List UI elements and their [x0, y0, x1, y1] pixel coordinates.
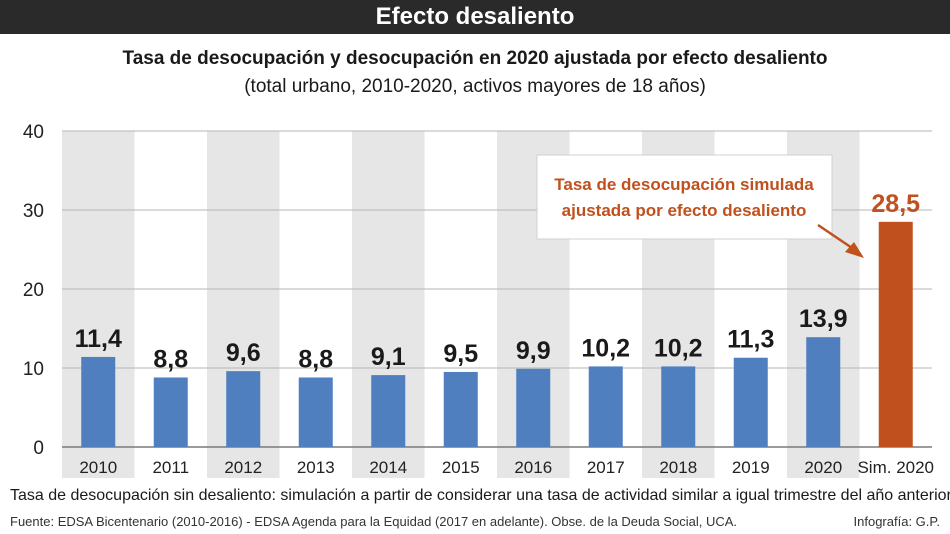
bar: [371, 375, 406, 447]
value-label: 9,6: [226, 339, 261, 367]
annotation-arrow-line: [817, 223, 856, 252]
x-tick-label: 2018: [659, 458, 697, 477]
bar-chart: 0 10 20 30 40 11,4 8,8 9,6 8,8 9,1 9,5 9,9 10,2 10,2…: [23, 122, 934, 478]
x-tick-label: Sim. 2020: [857, 458, 934, 477]
annotation-box: [536, 154, 833, 240]
annotation-line-2: ajustada por efecto desaliento: [562, 201, 807, 220]
x-tick-label: 2017: [587, 458, 625, 477]
y-tick-label: 0: [33, 438, 44, 459]
value-label: 10,2: [654, 334, 703, 362]
bar: [226, 371, 261, 447]
bar-highlight: [878, 221, 913, 447]
x-tick-label: 2019: [732, 458, 770, 477]
y-axis-ticks: 0 10 20 30 40: [23, 122, 44, 459]
annotation-line-1: Tasa de desocupación simulada: [554, 175, 814, 194]
x-tick-label: 2011: [152, 458, 189, 477]
chart-subtitle: (total urbano, 2010-2020, activos mayore…: [244, 76, 706, 97]
x-tick-label: 2020: [804, 458, 842, 477]
bar: [733, 357, 768, 447]
value-label: 11,4: [75, 325, 122, 353]
value-label: 11,3: [727, 326, 774, 354]
y-tick-label: 30: [23, 201, 44, 222]
chart-title: Tasa de desocupación y desocupación en 2…: [122, 48, 828, 69]
value-label: 28,5: [871, 190, 920, 218]
bar: [443, 371, 478, 447]
value-label: 8,8: [298, 345, 333, 373]
x-tick-label: 2014: [369, 458, 407, 477]
value-label: 9,9: [516, 337, 551, 365]
bar: [661, 366, 696, 447]
value-labels: 11,4 8,8 9,6 8,8 9,1 9,5 9,9 10,2 10,2 11,3 13,9 28…: [75, 190, 921, 374]
credit-text: Infografía: G.P.: [853, 514, 940, 529]
value-label: 8,8: [153, 345, 188, 373]
source-text: Fuente: EDSA Bicentenario (2010-2016) - …: [10, 514, 738, 529]
value-label: 10,2: [581, 334, 630, 362]
y-tick-label: 40: [23, 122, 44, 143]
bar: [153, 377, 188, 447]
annotation: Tasa de desocupación simulada ajustada p…: [536, 154, 864, 258]
value-label: 9,5: [443, 340, 478, 368]
footnote: Tasa de desocupación sin desaliento: sim…: [10, 487, 950, 504]
bars: [81, 221, 913, 447]
x-tick-label: 2013: [297, 458, 335, 477]
bar: [81, 356, 116, 447]
bar: [298, 377, 333, 447]
header-bar: [0, 0, 950, 34]
annotation-arrowhead: [845, 242, 864, 258]
x-tick-label: 2012: [224, 458, 262, 477]
page-title: Efecto desaliento: [375, 3, 575, 30]
y-tick-label: 10: [23, 359, 44, 380]
bar: [588, 366, 623, 447]
x-tick-label: 2015: [442, 458, 480, 477]
x-axis-labels: 2010 2011 2012 2013 2014 2015 2016 2017 2018 2019…: [79, 458, 934, 477]
bar: [516, 368, 551, 447]
x-tick-label: 2010: [79, 458, 117, 477]
bar: [806, 337, 841, 447]
x-tick-label: 2016: [514, 458, 552, 477]
y-tick-label: 20: [23, 280, 44, 301]
value-label: 9,1: [371, 343, 406, 371]
value-label: 13,9: [799, 305, 848, 333]
